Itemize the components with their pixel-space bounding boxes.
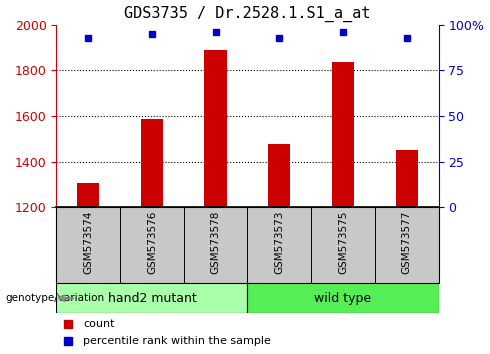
Title: GDS3735 / Dr.2528.1.S1_a_at: GDS3735 / Dr.2528.1.S1_a_at bbox=[124, 6, 370, 22]
Bar bbox=[268, 144, 291, 207]
Text: GSM573577: GSM573577 bbox=[402, 211, 412, 274]
Bar bbox=[141, 119, 163, 207]
Text: hand2 mutant: hand2 mutant bbox=[107, 292, 196, 305]
Text: GSM573576: GSM573576 bbox=[147, 211, 157, 274]
Text: GSM573578: GSM573578 bbox=[211, 211, 220, 274]
Text: genotype/variation: genotype/variation bbox=[5, 293, 104, 303]
Bar bbox=[77, 183, 99, 207]
Text: GSM573575: GSM573575 bbox=[338, 211, 348, 274]
Bar bbox=[395, 150, 418, 207]
Text: GSM573574: GSM573574 bbox=[83, 211, 93, 274]
Text: count: count bbox=[83, 319, 115, 329]
Text: wild type: wild type bbox=[315, 292, 371, 305]
Bar bbox=[332, 62, 354, 207]
Text: GSM573573: GSM573573 bbox=[274, 211, 284, 274]
Bar bbox=[56, 283, 247, 313]
Bar bbox=[204, 50, 227, 207]
Bar bbox=[247, 283, 439, 313]
Text: percentile rank within the sample: percentile rank within the sample bbox=[83, 336, 271, 346]
